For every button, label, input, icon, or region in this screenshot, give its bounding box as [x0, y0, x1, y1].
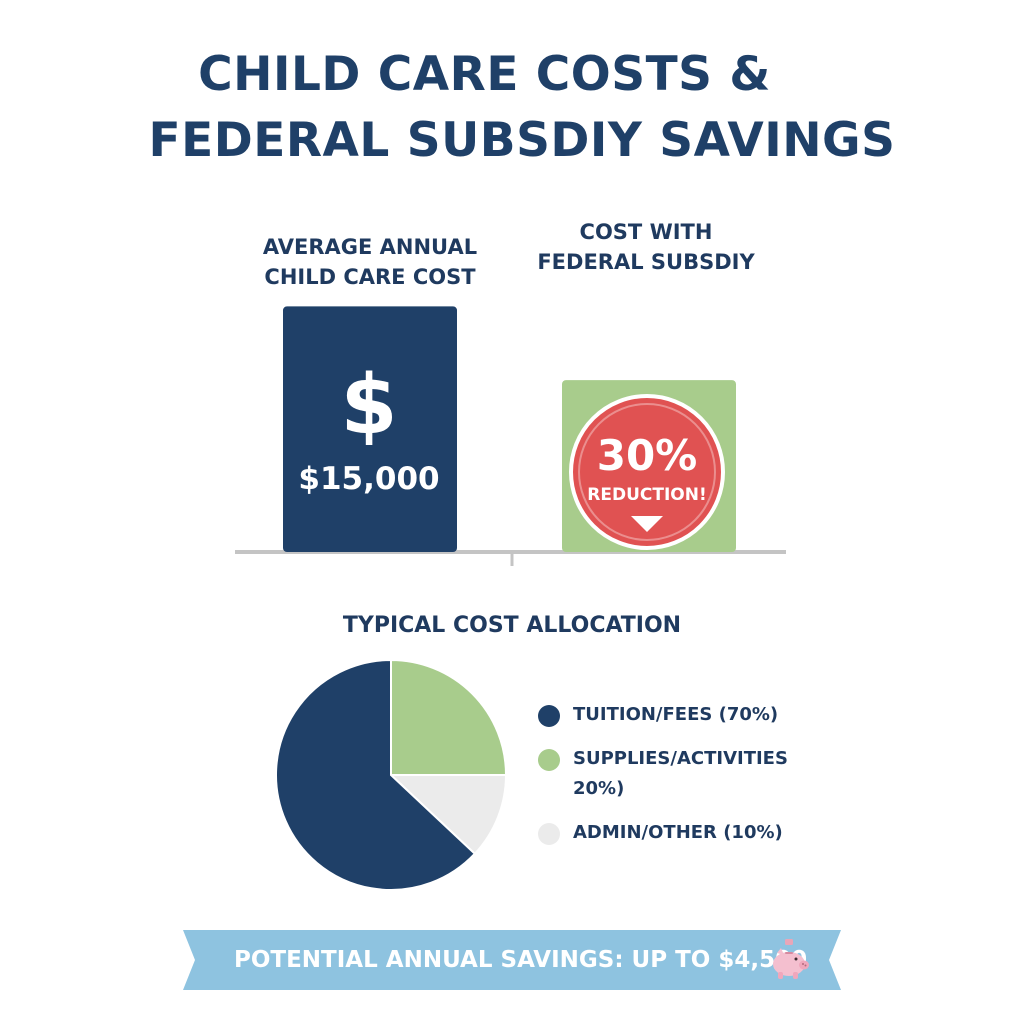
bar-label-subsidy-line-1: COST WITH [579, 220, 713, 244]
legend-dot-supplies [538, 749, 560, 771]
reduction-badge: 30% REDUCTION! [569, 394, 725, 550]
badge-circle [569, 394, 725, 550]
title-line-2: FEDERAL SUBSDIY SAVINGS [148, 113, 896, 168]
pie-chart [275, 658, 508, 891]
badge-text: REDUCTION! [587, 485, 706, 505]
bar-chart: $ $15,000 $10,500 30% REDUCTION! [235, 306, 786, 566]
legend-dot-admin [538, 823, 560, 845]
pie-legend: TUITION/FEES (70%) SUPPLIES/ACTIVITIES 2… [538, 700, 788, 862]
pie-slice-admin [388, 774, 508, 856]
bar-label-average-line-1: AVERAGE ANNUAL [262, 235, 478, 259]
legend-dot-tuition [538, 705, 560, 727]
legend-item-tuition: TUITION/FEES (70%) [538, 700, 788, 730]
bar-average-cost [283, 306, 457, 552]
dollar-sign-icon: $ [340, 358, 397, 453]
legend-label-admin: ADMIN/OTHER (10%) [573, 822, 783, 843]
bar-label-subsidy: COST WITH FEDERAL SUBSDIY [528, 217, 764, 277]
bar-label-subsidy-line-2: FEDERAL SUBSDIY [537, 250, 755, 274]
badge-percent: 30% [597, 431, 698, 480]
pie-title: TYPICAL COST ALLOCATION [342, 613, 682, 638]
pie-slice-supplies [390, 658, 508, 776]
piggy-bank-icon [773, 939, 809, 979]
bar-value-subsidy: $10,500 [577, 343, 718, 379]
badge-ring [578, 403, 716, 541]
pie-slice-tuition [275, 658, 477, 891]
banner-text: POTENTIAL ANNUAL SAVINGS: UP TO $4,500 [234, 947, 808, 973]
page-title: CHILD CARE COSTS & FEDERAL SUBSDIY SAVIN… [0, 42, 1024, 174]
legend-item-admin: ADMIN/OTHER (10%) [538, 818, 788, 848]
bar-label-average-line-2: CHILD CARE COST [264, 265, 476, 289]
legend-label-supplies: SUPPLIES/ACTIVITIES 20%) [573, 748, 788, 799]
title-line-1: CHILD CARE COSTS & [198, 47, 771, 102]
legend-item-supplies: SUPPLIES/ACTIVITIES 20%) [538, 744, 788, 804]
savings-banner [183, 930, 841, 990]
down-triangle-icon [631, 516, 663, 532]
bar-label-average: AVERAGE ANNUAL CHILD CARE COST [250, 232, 490, 292]
legend-label-tuition: TUITION/FEES (70%) [573, 704, 779, 725]
banner-ribbon [183, 930, 841, 990]
bar-value-average: $15,000 [298, 461, 439, 497]
